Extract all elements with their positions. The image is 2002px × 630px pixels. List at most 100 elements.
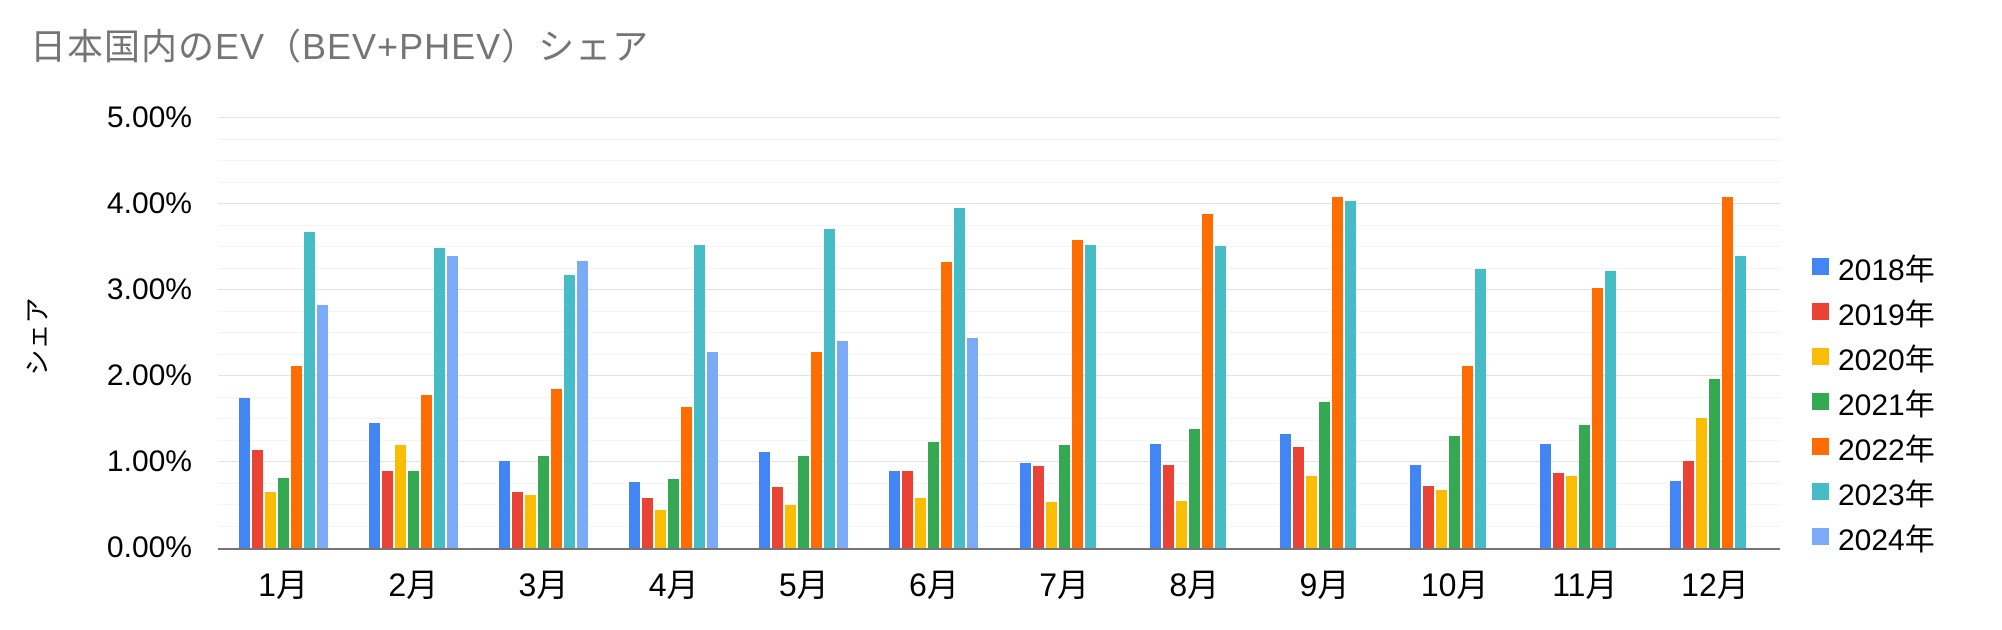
bar-2018-m8	[1149, 443, 1161, 548]
bar-2018-m12	[1670, 480, 1682, 548]
bar-slot	[264, 118, 276, 548]
bar-2021-m9	[1318, 401, 1330, 548]
bar-2019-m7	[1032, 466, 1044, 548]
y-tick-label: 3.00%	[106, 273, 192, 306]
bar-2020-m10	[1436, 489, 1448, 548]
legend-item-2020: 2020年	[1812, 340, 1935, 377]
bar-2018-m9	[1279, 433, 1291, 548]
bar-slot	[1084, 118, 1096, 548]
bar-group-m5	[739, 118, 869, 548]
bar-slot	[1436, 118, 1448, 548]
bar-2022-m6	[941, 261, 953, 548]
bar-slot	[642, 118, 654, 548]
bar-2024-m1	[316, 304, 328, 548]
bar-2018-m4	[629, 481, 641, 548]
minor-gridline	[218, 439, 1780, 441]
legend-item-2018: 2018年	[1812, 250, 1935, 287]
legend-swatch-icon	[1812, 348, 1829, 365]
y-axis-tick-labels: 0.00% 1.00% 2.00% 3.00% 4.00% 5.00%	[0, 101, 202, 564]
bar-2023-m8	[1214, 246, 1226, 548]
bar-slot	[1162, 118, 1174, 548]
bar-slot	[1058, 118, 1070, 548]
minor-gridline	[218, 181, 1780, 183]
x-tick-label-m3: 3月	[518, 567, 569, 603]
bar-slot	[498, 118, 510, 548]
bar-group-m7	[999, 118, 1129, 548]
minor-gridline	[218, 138, 1780, 140]
bar-2022-m11	[1592, 288, 1604, 548]
minor-gridline	[218, 246, 1780, 247]
y-tick-label: 4.00%	[106, 187, 192, 220]
bar-slot	[1175, 118, 1187, 548]
bar-slot	[1228, 118, 1239, 548]
legend-label: 2024年	[1838, 523, 1935, 557]
y-tick-label: 0.00%	[106, 531, 192, 564]
legend-label: 2021年	[1838, 388, 1935, 422]
x-axis-tick-labels: 1月 2月 3月 4月 5月 6月 7月 8月 9月 10月 11月 12月	[218, 560, 1780, 606]
bar-slot	[902, 118, 914, 548]
bar-2018-m1	[238, 397, 250, 548]
legend-swatch-icon	[1812, 438, 1829, 455]
bar-slot	[915, 118, 927, 548]
bar-2022-m10	[1462, 365, 1474, 548]
bar-slot	[655, 118, 667, 548]
minor-gridline	[218, 482, 1780, 484]
bar-slot	[707, 118, 719, 548]
bar-2024-m4	[707, 351, 719, 548]
bar-2019-m11	[1553, 473, 1565, 548]
bar-2021-m11	[1579, 425, 1591, 548]
bar-2020-m11	[1566, 475, 1578, 548]
bar-slot	[1488, 118, 1499, 548]
y-tick-label: 1.00%	[106, 445, 192, 478]
bar-slot	[1331, 118, 1343, 548]
x-tick-label-m2: 2月	[388, 567, 439, 603]
bar-slot	[785, 118, 797, 548]
bar-slot	[368, 118, 380, 548]
bar-slot	[1449, 118, 1461, 548]
legend-swatch-icon	[1812, 303, 1829, 320]
bar-2024-m6	[967, 338, 979, 548]
bar-slot	[798, 118, 810, 548]
plot-area	[218, 117, 1780, 550]
bar-slot	[433, 118, 445, 548]
bar-slot	[889, 118, 901, 548]
legend-swatch-icon	[1812, 483, 1829, 500]
bar-slot	[1201, 118, 1213, 548]
x-tick-label-m10: 10月	[1420, 567, 1489, 603]
bar-2022-m3	[550, 388, 562, 548]
bar-2024-m5	[837, 340, 849, 548]
bar-slot	[1735, 118, 1747, 548]
bar-2023-m6	[954, 208, 966, 548]
bar-slot	[1696, 118, 1708, 548]
bar-slot	[407, 118, 419, 548]
x-tick-label-m4: 4月	[648, 567, 699, 603]
bar-2022-m12	[1722, 197, 1734, 548]
bar-slot	[1540, 118, 1552, 548]
x-tick-label-m1: 1月	[258, 567, 308, 603]
bar-2022-m8	[1201, 214, 1213, 548]
x-tick-label-m7: 7月	[1039, 567, 1090, 603]
bar-series-area	[218, 118, 1780, 548]
bar-slot	[1305, 118, 1317, 548]
minor-gridline	[218, 525, 1780, 527]
bar-slot	[1071, 118, 1083, 548]
bar-2021-m1	[277, 478, 289, 548]
bar-2021-m3	[537, 455, 549, 548]
chart-title: 日本国内のEV（BEV+PHEV）シェア	[30, 26, 650, 67]
bar-slot	[381, 118, 393, 548]
bar-2023-m11	[1605, 271, 1617, 548]
bar-slot	[238, 118, 250, 548]
bar-2022-m2	[420, 394, 432, 548]
bar-slot	[1279, 118, 1291, 548]
bar-slot	[1358, 118, 1369, 548]
bar-slot	[290, 118, 302, 548]
x-tick-label-m6: 6月	[909, 567, 959, 603]
bar-2023-m9	[1344, 200, 1356, 548]
bar-2019-m6	[902, 470, 914, 548]
bar-2018-m3	[498, 461, 510, 548]
x-tick-label-m9: 9月	[1299, 567, 1350, 603]
bar-2022-m5	[811, 351, 823, 548]
bar-2020-m6	[915, 498, 927, 548]
bar-2018-m10	[1410, 465, 1422, 548]
